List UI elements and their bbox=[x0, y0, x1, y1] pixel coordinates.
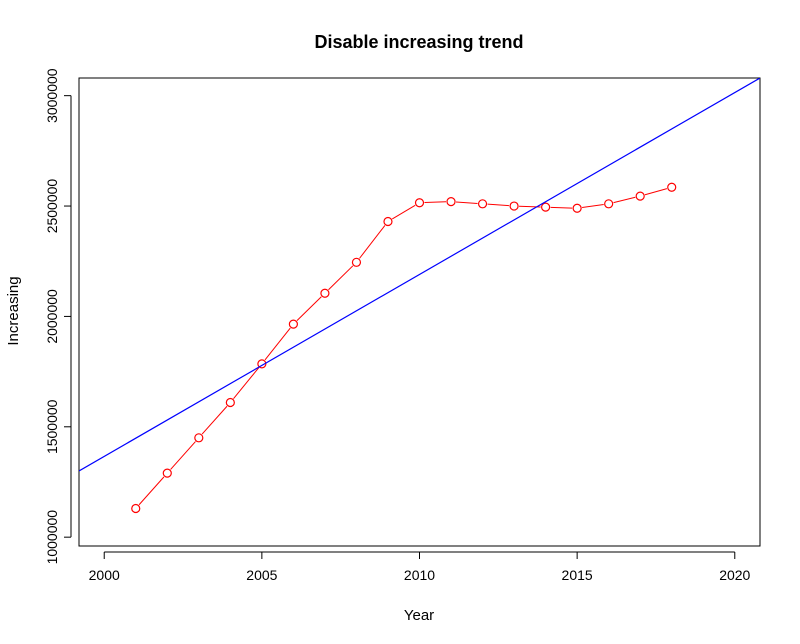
series-line-segment bbox=[328, 265, 354, 291]
y-tick-label: 3000000 bbox=[44, 68, 60, 123]
data-point bbox=[667, 182, 677, 192]
series-line-segment bbox=[392, 204, 416, 220]
y-tick-label: 2500000 bbox=[44, 179, 60, 234]
x-axis-label: Year bbox=[404, 607, 434, 624]
series-line-segment bbox=[487, 203, 510, 207]
data-point bbox=[131, 503, 141, 514]
data-point bbox=[509, 201, 519, 211]
data-point bbox=[414, 198, 425, 208]
series-line-segment bbox=[170, 441, 196, 470]
series-line-segment bbox=[613, 196, 636, 204]
data-point bbox=[635, 191, 645, 201]
series-line-segment bbox=[550, 206, 573, 209]
plot-area: 2000 2005 2010 2015 2020 1000000 1500000 200000… bbox=[44, 68, 761, 583]
y-tick-label: 2000000 bbox=[44, 289, 60, 344]
series-line-segment bbox=[644, 188, 668, 196]
y-tick-label: 1500000 bbox=[44, 399, 60, 454]
plot-border bbox=[78, 77, 761, 547]
series-line-segment bbox=[201, 405, 228, 435]
data-point bbox=[162, 468, 172, 478]
x-tick-label: 2005 bbox=[246, 567, 277, 583]
data-point bbox=[257, 359, 267, 369]
series-line-segment bbox=[264, 327, 291, 361]
x-tick-label: 2015 bbox=[562, 567, 593, 583]
data-point bbox=[541, 202, 551, 212]
x-tick-label: 2020 bbox=[719, 567, 750, 583]
series-line-segment bbox=[424, 201, 447, 204]
data-point bbox=[320, 288, 330, 298]
data-point bbox=[383, 216, 393, 227]
x-tick-label: 2010 bbox=[404, 567, 435, 583]
data-point bbox=[194, 433, 204, 443]
data-point bbox=[572, 203, 582, 213]
series-line-segment bbox=[455, 201, 478, 204]
trend-line bbox=[79, 78, 760, 472]
x-tick-label: 2000 bbox=[89, 567, 120, 583]
data-point bbox=[477, 199, 488, 209]
data-point bbox=[351, 257, 362, 267]
series-line-segment bbox=[233, 367, 260, 399]
series-line-segment bbox=[138, 476, 165, 506]
data-point bbox=[604, 199, 614, 209]
series-line-segment bbox=[296, 296, 322, 321]
chart-title: Disable increasing trend bbox=[314, 32, 523, 52]
data-point bbox=[288, 319, 298, 329]
data-point bbox=[225, 397, 235, 408]
series-line-segment bbox=[359, 225, 386, 259]
y-tick-label: 1000000 bbox=[44, 510, 60, 565]
data-point bbox=[446, 197, 456, 207]
y-axis-label: Increasing bbox=[5, 276, 22, 345]
series-line-segment bbox=[582, 204, 604, 209]
